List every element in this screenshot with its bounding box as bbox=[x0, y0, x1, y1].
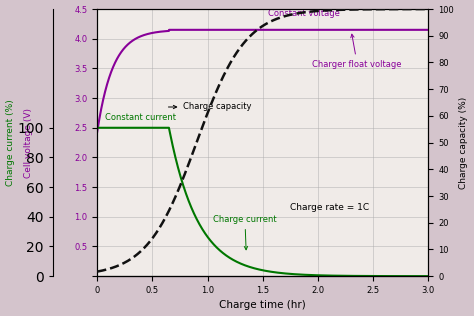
Y-axis label: Charge current (%): Charge current (%) bbox=[6, 99, 15, 186]
Text: Charge rate = 1C: Charge rate = 1C bbox=[291, 204, 370, 212]
Text: Constant current: Constant current bbox=[105, 113, 176, 122]
Y-axis label: Cell voltage (V): Cell voltage (V) bbox=[24, 108, 33, 178]
Text: Charger float voltage: Charger float voltage bbox=[312, 34, 402, 69]
Text: Charge current: Charge current bbox=[213, 215, 277, 250]
Text: Constant voltage: Constant voltage bbox=[268, 9, 340, 18]
X-axis label: Charge time (hr): Charge time (hr) bbox=[219, 301, 306, 310]
Y-axis label: Charge capacity (%): Charge capacity (%) bbox=[459, 96, 468, 189]
Text: Charge capacity: Charge capacity bbox=[168, 102, 252, 112]
